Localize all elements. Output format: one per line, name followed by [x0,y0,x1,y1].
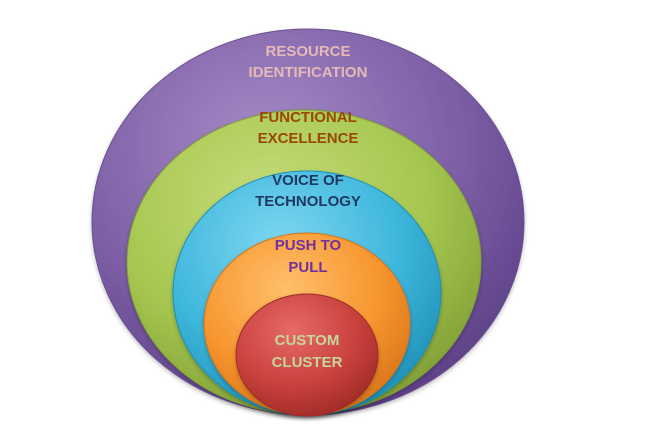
layer-1-label-line-1: RESOURCE [265,43,350,60]
layer-4-label-line-2: PULL [288,259,327,276]
layer-1-label-line-2: IDENTIFICATION [249,64,368,81]
layer-3-label-line-2: TECHNOLOGY [255,193,361,210]
layer-5-circle [235,293,379,417]
layer-4-label-line-1: PUSH TO [275,237,342,254]
layer-2-label-line-1: FUNCTIONAL [259,109,357,126]
layer-5-label-line-2: CLUSTER [272,354,343,371]
layer-2-label-line-2: EXCELLENCE [258,130,359,147]
layer-5-label-line-1: CUSTOM [275,332,340,349]
layer-3-label-line-1: VOICE OF [272,172,344,189]
